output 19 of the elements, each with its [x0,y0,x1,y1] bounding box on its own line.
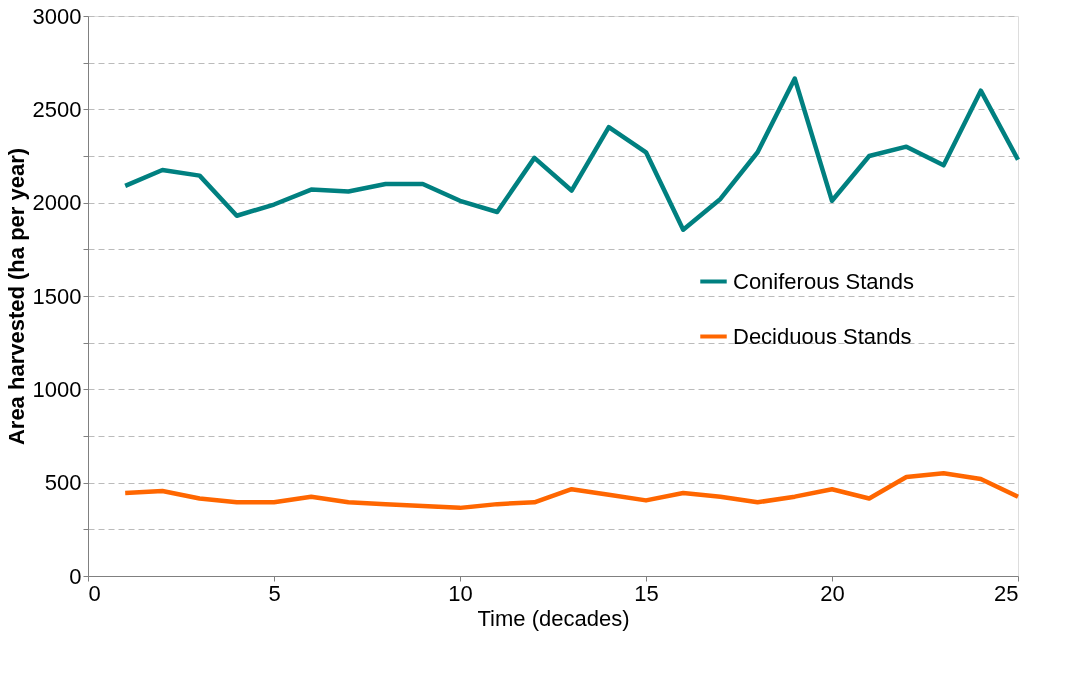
y-tick-label: 3000 [32,3,82,29]
x-tick-label: 0 [88,580,101,606]
x-tick-label: 15 [634,580,659,606]
y-tick-label: 2000 [32,190,82,216]
y-tick-label: 2500 [32,96,82,122]
y-tick-label: 0 [69,563,82,589]
line-series [122,76,1021,232]
y-tick-label: 1000 [32,376,82,402]
x-axis-title: Time (decades) [477,605,630,631]
line-series [122,471,1021,511]
x-tick-label: 20 [820,580,845,606]
x-tick-label: 5 [268,580,281,606]
y-tick-label: 1500 [32,283,82,309]
x-tick-label: 25 [994,580,1019,606]
y-tick-label: 500 [44,470,82,496]
legend-label: Coniferous Stands [733,268,914,294]
y-axis-title: Area harvested (ha per year) [3,147,29,446]
legend-label: Deciduous Stands [733,323,912,349]
x-tick-label: 10 [448,580,473,606]
